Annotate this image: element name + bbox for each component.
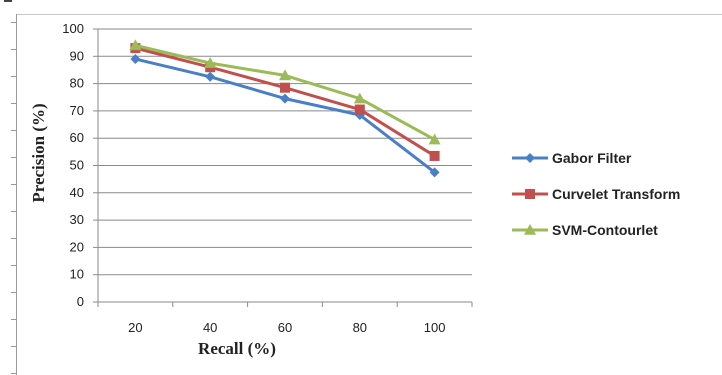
top-dash-mark [4, 0, 12, 2]
y-tick-label: 30 [70, 212, 84, 227]
y-tick-label: 60 [70, 130, 84, 145]
frame-tick [11, 184, 16, 185]
frame-tick [11, 292, 16, 293]
x-tick-labels: 20 40 60 80 100 [128, 320, 445, 335]
series-svm-contourlet [129, 39, 441, 145]
legend-label: SVM-Contourlet [552, 222, 658, 238]
square-marker [280, 82, 290, 93]
y-tick-label: 0 [77, 294, 84, 309]
frame-tick [11, 22, 16, 23]
frame-tick [11, 238, 16, 239]
x-tick-label: 80 [353, 320, 367, 335]
legend-item: Curvelet Transform [512, 186, 680, 202]
triangle-marker [353, 92, 366, 104]
frame-tick [11, 346, 16, 347]
grid-lines [98, 28, 472, 276]
triangle-marker [279, 69, 291, 81]
x-tick-label: 20 [128, 320, 142, 335]
frame-tick [11, 76, 16, 77]
frame-tick [11, 373, 16, 374]
diamond-marker [429, 167, 440, 178]
x-axis-title: Recall (%) [198, 339, 276, 358]
x-tick-label: 100 [424, 320, 446, 335]
triangle-marker [524, 224, 536, 235]
diamond-marker [525, 153, 535, 163]
legend-label: Curvelet Transform [552, 186, 680, 202]
y-tick-label: 80 [70, 76, 84, 91]
frame-tick [11, 157, 16, 158]
diamond-marker [130, 54, 141, 65]
frame-tick [11, 49, 16, 50]
axes [93, 28, 473, 307]
square-marker [525, 189, 535, 199]
legend-item: Gabor Filter [512, 150, 632, 166]
frame-tick [11, 130, 16, 131]
y-tick-label: 20 [70, 239, 84, 254]
y-tick-label: 40 [70, 185, 84, 200]
frame-tick [11, 319, 16, 320]
square-marker [354, 104, 365, 115]
frame-tick [11, 211, 16, 212]
frame-tick [11, 103, 16, 104]
x-tick-label: 60 [278, 320, 292, 335]
frame-tick [11, 265, 16, 266]
legend-item: SVM-Contourlet [512, 222, 658, 238]
frame-tick-marks [11, 0, 17, 375]
triangle-marker [129, 39, 142, 51]
legend-label: Gabor Filter [552, 150, 632, 166]
frame-left-border [16, 14, 17, 375]
diamond-marker [205, 71, 216, 82]
diamond-marker [280, 93, 290, 104]
square-marker [429, 150, 440, 161]
y-tick-label: 10 [70, 267, 84, 282]
series-lines [129, 39, 441, 178]
legend: Gabor Filter Curvelet Transform SVM-Contou… [512, 150, 680, 238]
frame-top-border [16, 14, 722, 15]
triangle-marker [204, 57, 217, 68]
y-tick-label: 100 [62, 21, 84, 36]
y-tick-label: 50 [70, 158, 84, 173]
y-tick-label: 90 [70, 48, 84, 63]
y-tick-labels: 0 10 20 30 40 50 60 70 80 90 100 [62, 21, 84, 309]
y-tick-label: 70 [70, 103, 84, 118]
y-axis-title: Precision (%) [29, 103, 48, 202]
triangle-marker [428, 133, 441, 145]
x-tick-label: 40 [203, 320, 217, 335]
